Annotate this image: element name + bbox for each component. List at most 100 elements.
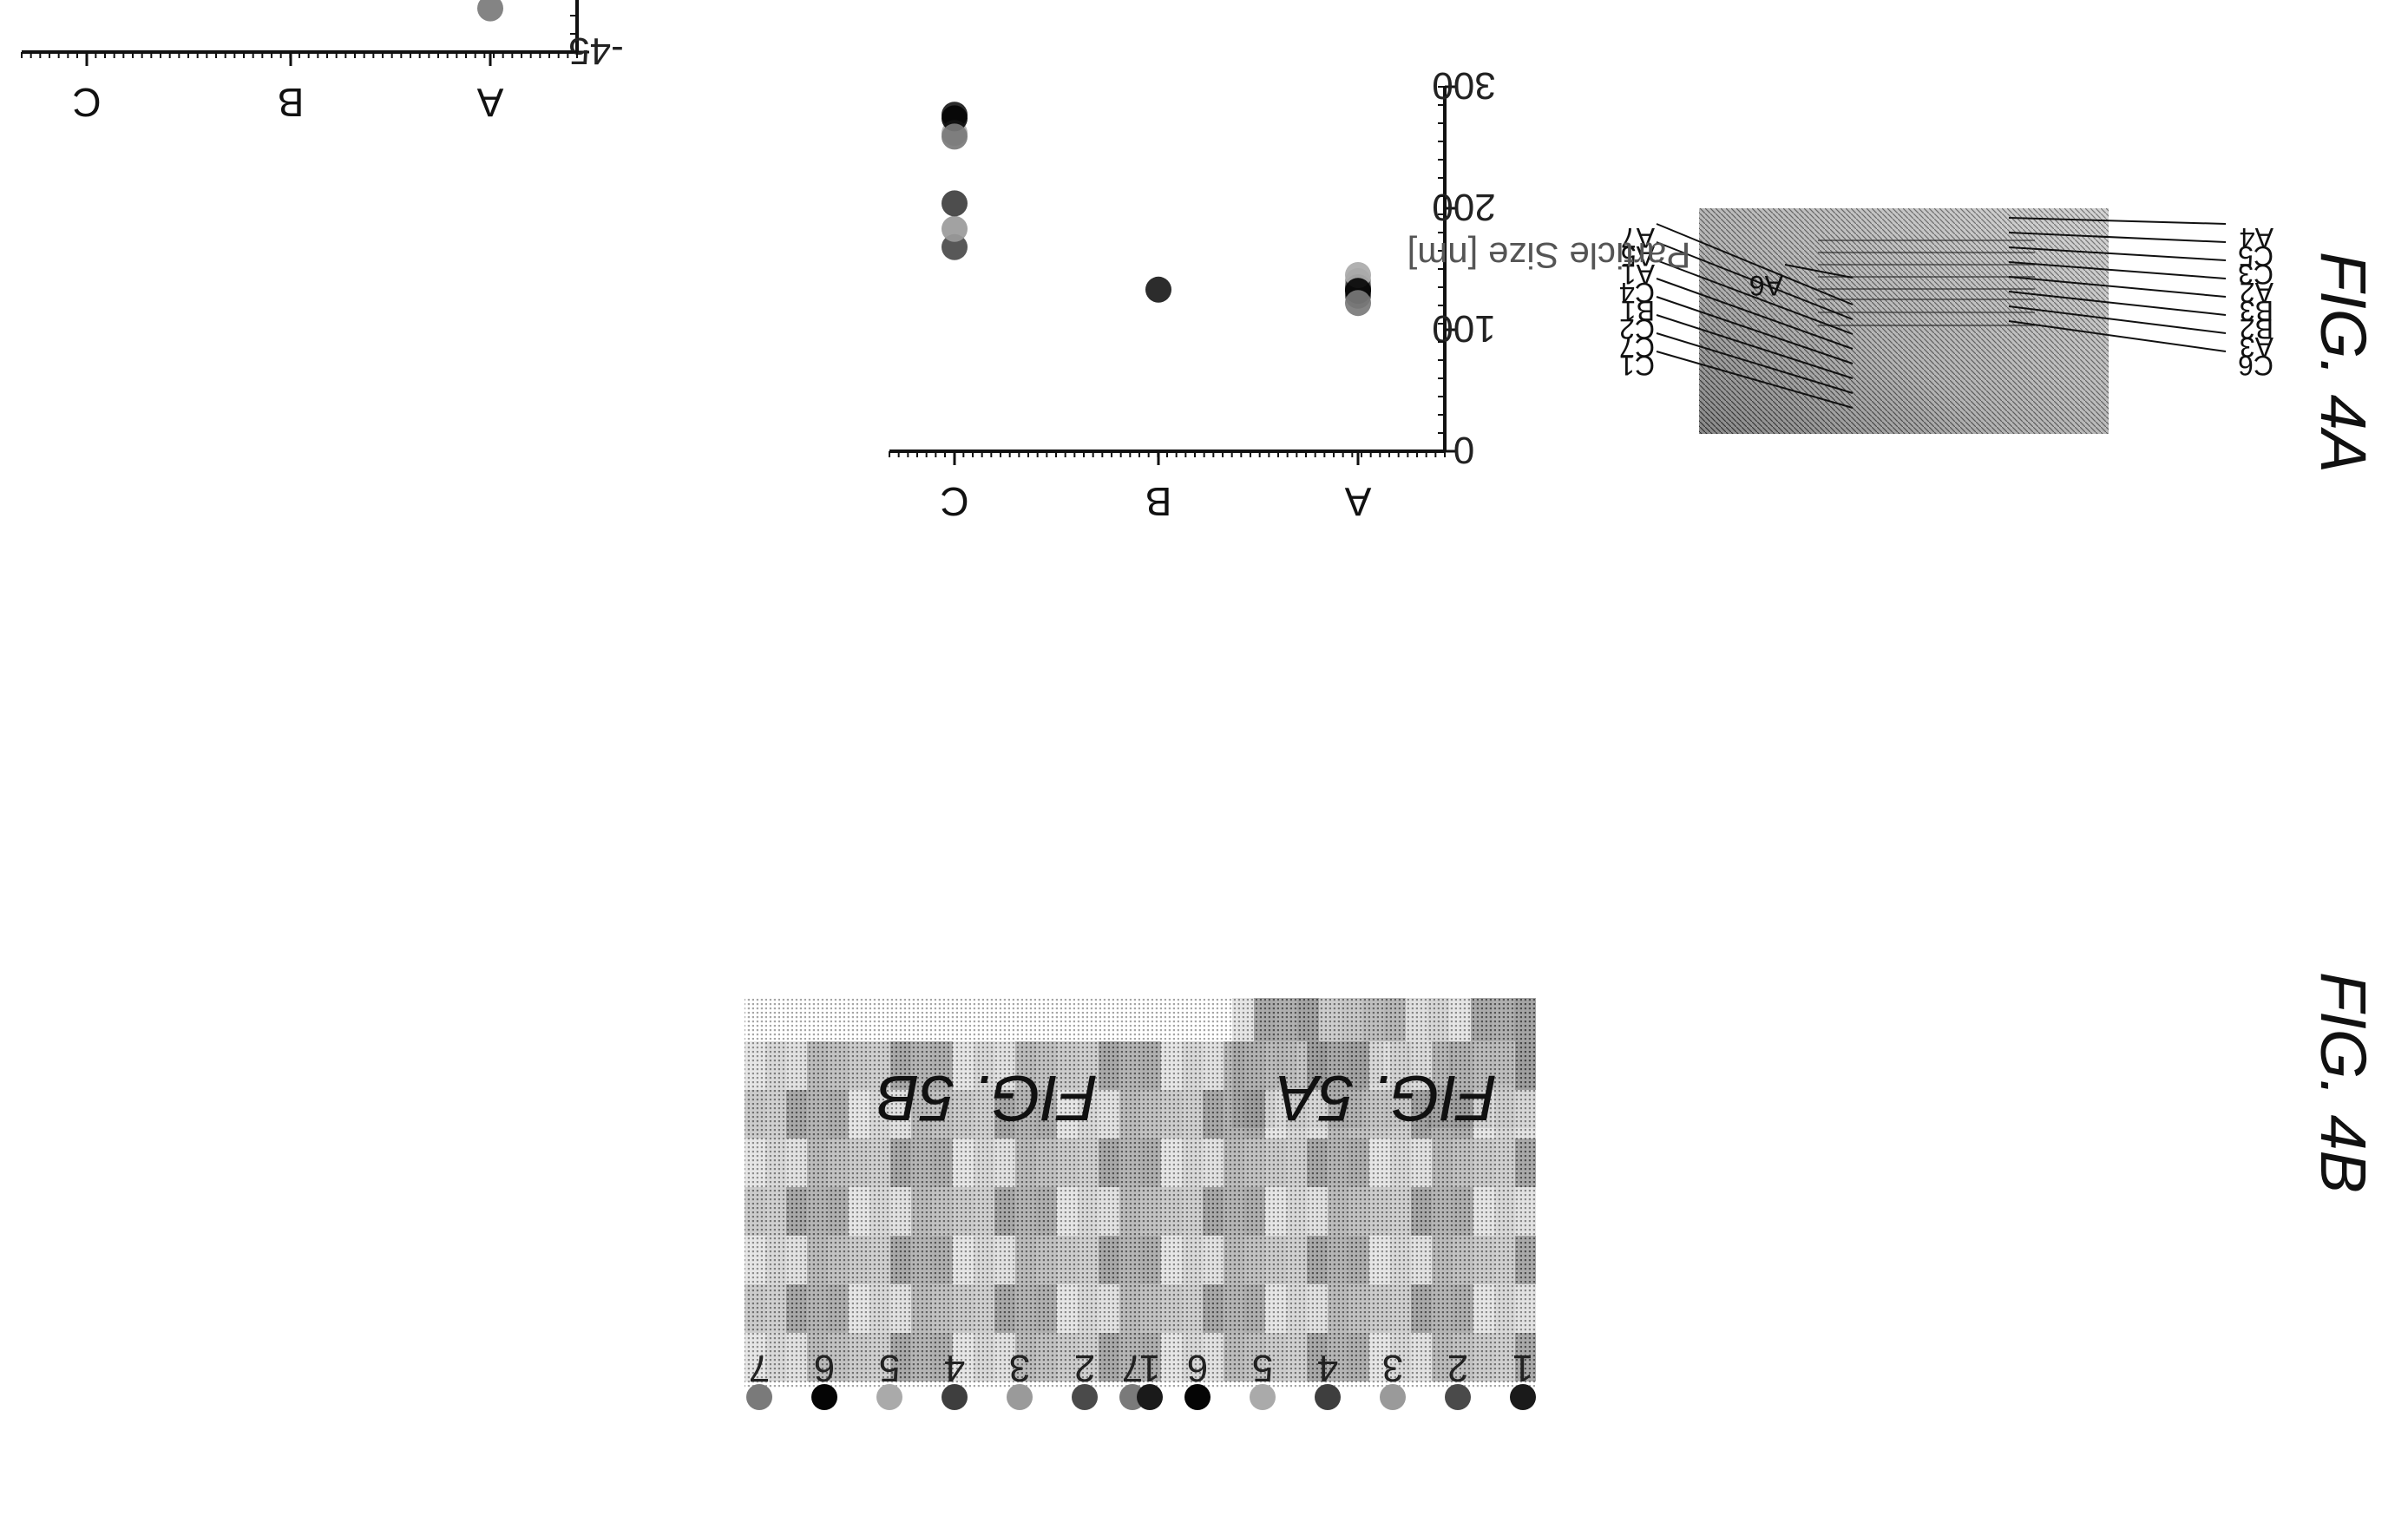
- gel-4a-upper-label: B3: [2240, 295, 2273, 326]
- legend-marker-1: [1510, 1384, 1536, 1410]
- gel-4a-upper-label: A2: [2240, 277, 2273, 308]
- legend-label-1: 1: [1139, 1347, 1160, 1389]
- legend-marker-3: [1007, 1384, 1033, 1410]
- gel-4a-lower-label: A7: [1621, 222, 1655, 253]
- legend-label-1: 1: [1512, 1347, 1533, 1389]
- y-tick-label: 300: [1432, 64, 1495, 107]
- x-tick-label-B: B: [278, 80, 305, 125]
- legend-marker-4: [1315, 1384, 1341, 1410]
- point-series-4-C: [942, 190, 968, 217]
- gel-4a-lower-label: C2: [1619, 313, 1655, 345]
- leader-line: [2008, 276, 2227, 298]
- gel-4a-upper-label: A4: [2240, 222, 2273, 253]
- gel-4a-upper-label: A3: [2240, 331, 2273, 363]
- point-series-7-A: [477, 0, 503, 22]
- legend-label-3: 3: [1009, 1347, 1030, 1389]
- leader-line: [1656, 241, 1854, 320]
- leader-line: [2008, 291, 2227, 316]
- gel-4a-upper-label: C5: [2238, 240, 2273, 272]
- leader-line: [2008, 261, 2227, 279]
- leader-line: [1656, 332, 1854, 394]
- fig-5a-label: FIG. 5A: [1276, 1062, 1497, 1134]
- point-series-1-B: [1145, 276, 1171, 303]
- x-tick-label-A: A: [476, 80, 503, 125]
- leader-line: [2008, 232, 2227, 243]
- legend-marker-5: [876, 1384, 902, 1410]
- legend-marker-3: [1380, 1384, 1406, 1410]
- leader-line: [2008, 305, 2227, 334]
- gel-4a-lower-label: A1: [1621, 259, 1655, 290]
- legend-label-4: 4: [1317, 1347, 1338, 1389]
- y-tick-label: -45: [568, 30, 624, 72]
- fig-5b: -45-40-35-30-25Zeta [mV]ABC FIG. 5B: [21, 0, 1098, 1134]
- gel-4a-lower-label: C4: [1619, 277, 1655, 308]
- x-tick-label-C: C: [72, 80, 101, 125]
- legend-label-7: 7: [1122, 1347, 1143, 1389]
- gel-4a-side-label: A6: [1749, 270, 1783, 301]
- legend-marker-6: [1184, 1384, 1211, 1410]
- point-series-7-A: [1345, 290, 1371, 317]
- fig-4b-label: FIG. 4B: [2307, 972, 2379, 1193]
- y-tick-label: 100: [1432, 307, 1495, 350]
- point-series-7-C: [942, 123, 968, 150]
- y-tick-label: 200: [1432, 186, 1495, 228]
- leader-line: [1656, 259, 1854, 335]
- legend-label-6: 6: [1187, 1347, 1208, 1389]
- leader-line: [1656, 223, 1854, 305]
- leader-line: [2008, 246, 2227, 261]
- leader-line: [1656, 314, 1854, 379]
- gel-4a-lower-label: A5: [1621, 240, 1655, 272]
- zeta-chart: -45-40-35-30-25Zeta [mV]ABC: [21, 0, 624, 125]
- point-series-3-C: [942, 215, 968, 242]
- gel-4a-upper-label: C3: [2238, 259, 2273, 290]
- leader-line: [1656, 278, 1854, 350]
- legend-label-2: 2: [1074, 1347, 1095, 1389]
- gel-4a-bands: [1818, 240, 2035, 326]
- legend-label-4: 4: [944, 1347, 965, 1389]
- legend-label-2: 2: [1447, 1347, 1468, 1389]
- leader-line: [2008, 217, 2227, 225]
- fig-5a: 0 100 200 300 Particle Size [nm] A B C FIG. 5A: [889, 64, 1690, 1134]
- fig-4a-label: FIG. 4A: [2307, 252, 2379, 473]
- legend-label-5: 5: [1252, 1347, 1273, 1389]
- y-tick-label: 0: [1453, 429, 1474, 471]
- legend-label-7: 7: [749, 1347, 770, 1389]
- leader-line: [1656, 351, 1854, 409]
- legend-5b: 1 2 3 4 5 6 7: [746, 1347, 1163, 1410]
- leader-line: [1784, 264, 1854, 279]
- gel-4a-upper-label: C6: [2238, 350, 2273, 381]
- leader-line: [1656, 296, 1854, 364]
- legend-marker-5: [1250, 1384, 1276, 1410]
- legend-label-3: 3: [1382, 1347, 1403, 1389]
- legend-marker-4: [942, 1384, 968, 1410]
- leader-line: [2008, 320, 2227, 352]
- gel-4a-texture: [1699, 208, 2109, 434]
- point-series-2-C: [942, 233, 968, 260]
- legend-marker-2: [1072, 1384, 1098, 1410]
- x-tick-label-B: B: [1145, 479, 1172, 524]
- legend-marker-6: [811, 1384, 837, 1410]
- point-series-6-C: [942, 105, 968, 132]
- gel-4a-lower-label: B1: [1621, 295, 1655, 326]
- legend-marker-2: [1445, 1384, 1471, 1410]
- legend-marker-1: [1137, 1384, 1163, 1410]
- x-tick-label-C: C: [940, 479, 968, 524]
- particle-size-chart: 0 100 200 300 Particle Size [nm] A B C: [889, 64, 1690, 524]
- gel-4a-upper-label: B2: [2240, 313, 2273, 345]
- fig-5b-label: FIG. 5B: [876, 1062, 1098, 1134]
- fig-4b: FIG. 4B: [745, 972, 2379, 1388]
- gel-4a-lower-label: C1: [1619, 350, 1655, 381]
- gel-4a-lower-label: C7: [1619, 331, 1655, 363]
- x-tick-label-A: A: [1344, 479, 1371, 524]
- legend-label-6: 6: [814, 1347, 835, 1389]
- legend-marker-7: [746, 1384, 772, 1410]
- blot-texture: [745, 998, 1536, 1388]
- gel-4b-blots: [745, 998, 1536, 1388]
- legend-label-5: 5: [879, 1347, 900, 1389]
- y-axis-title: Particle Size [nm]: [1407, 235, 1691, 276]
